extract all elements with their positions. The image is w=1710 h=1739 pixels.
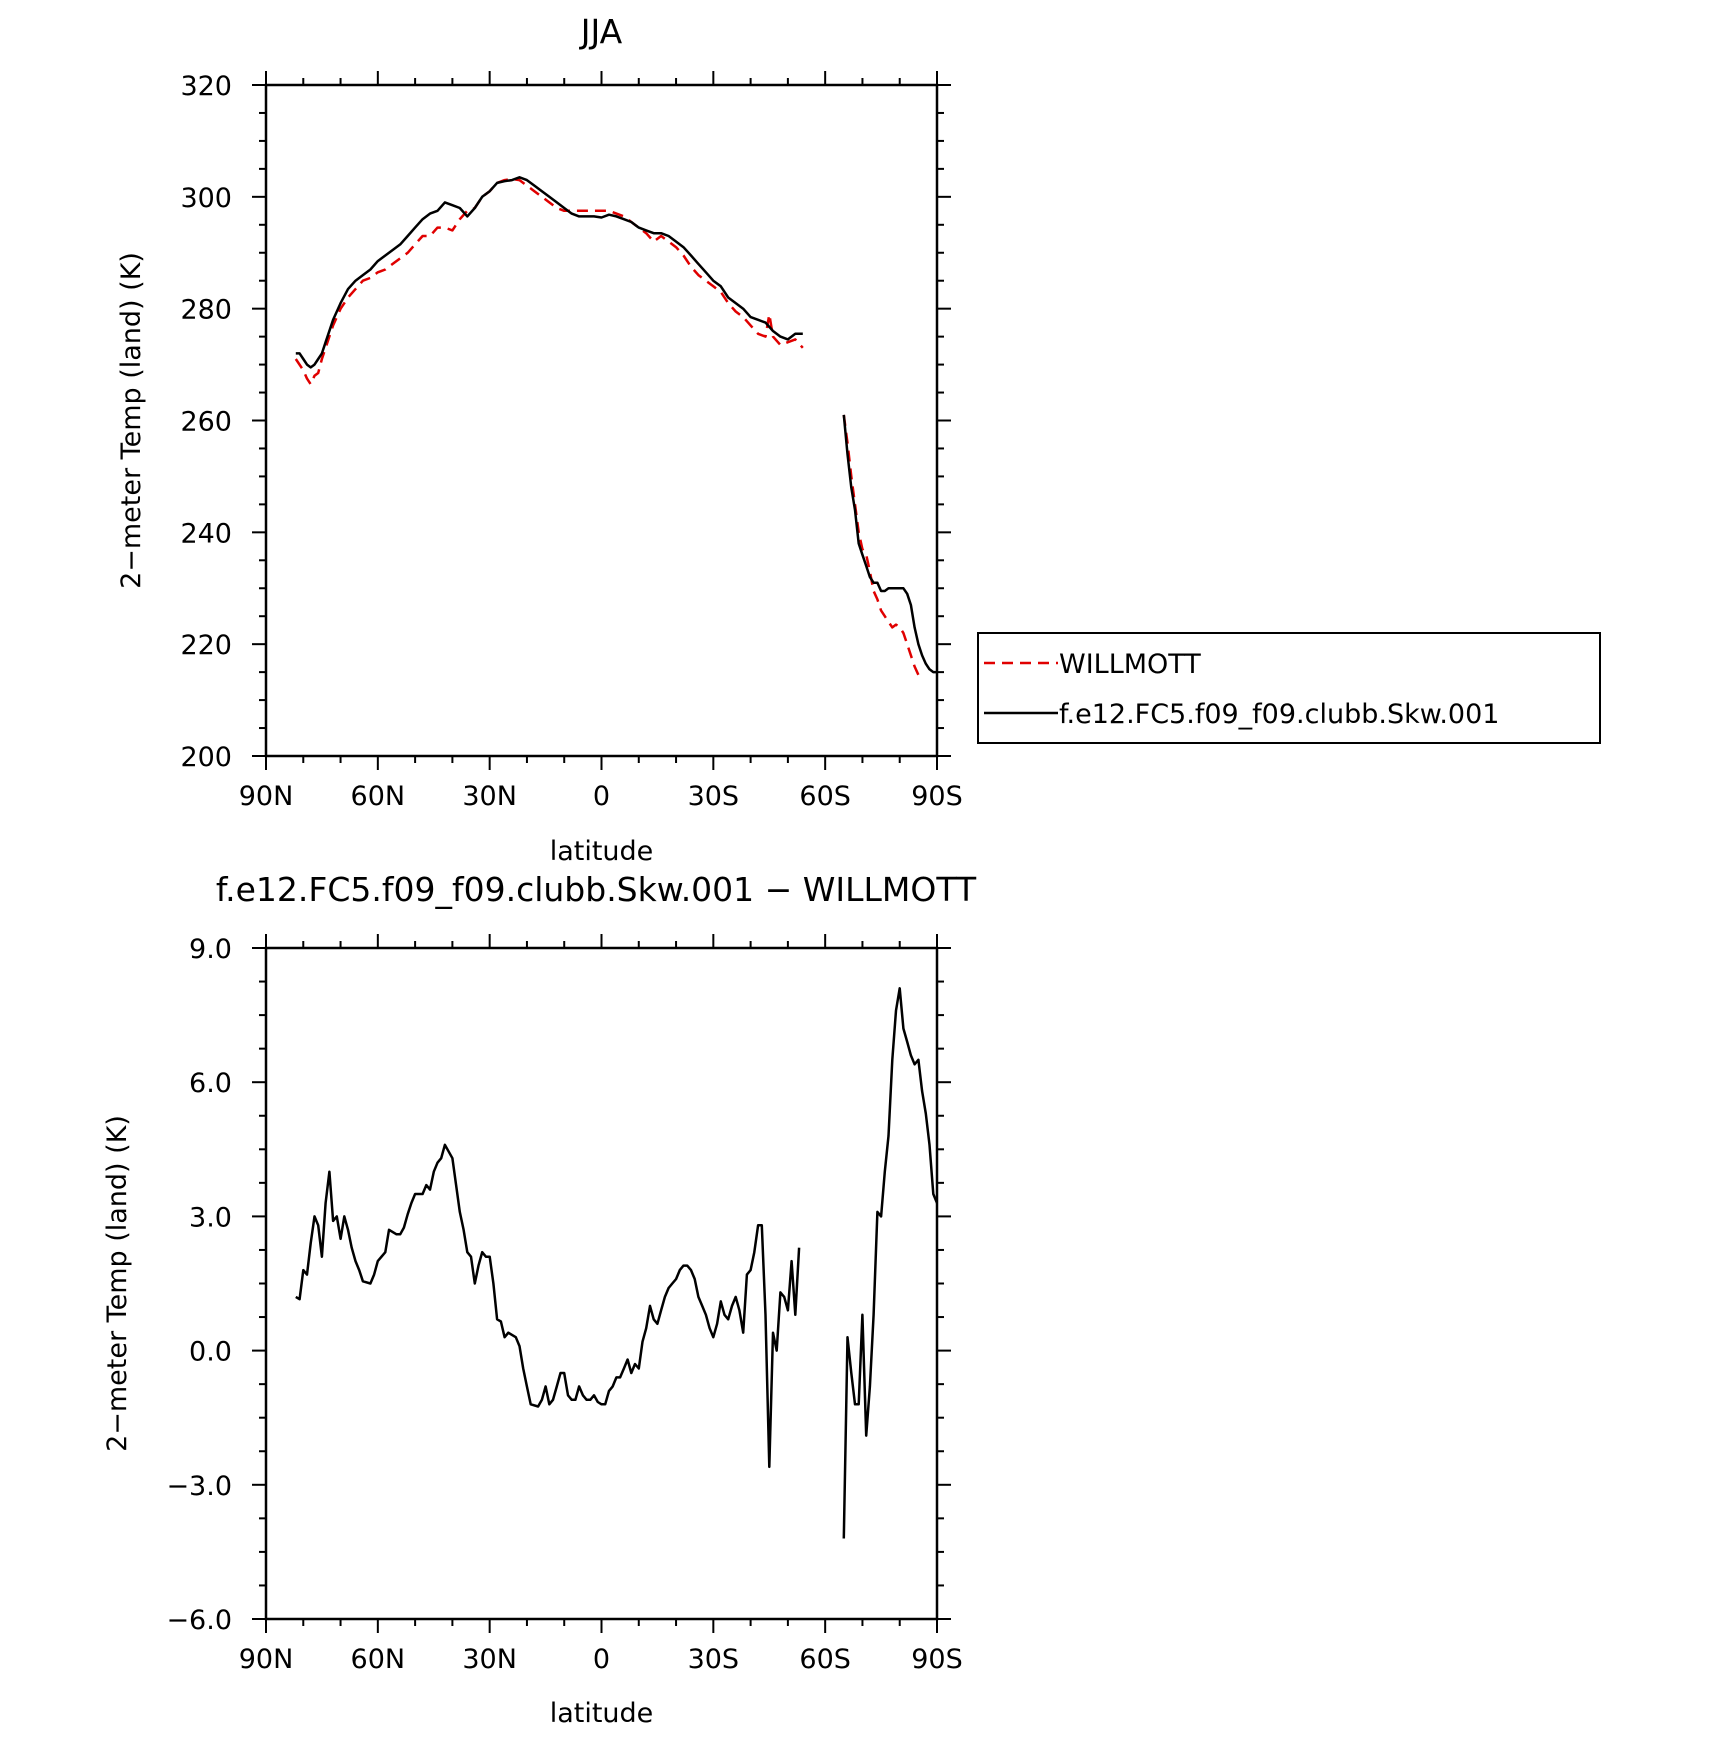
y-tick-label: 320 xyxy=(180,71,232,102)
x-tick-label: 30N xyxy=(462,781,517,812)
y-tick-label: 9.0 xyxy=(189,934,232,965)
series-1 xyxy=(295,987,937,1539)
x-tick-label: 0 xyxy=(593,1644,610,1675)
x-tick-label: 90N xyxy=(239,1644,294,1675)
y-tick-label: 3.0 xyxy=(189,1202,232,1233)
x-tick-label: 60N xyxy=(351,1644,406,1675)
x-tick-label: 90S xyxy=(911,1644,963,1675)
legend-label: f.e12.FC5.f09_f09.clubb.Skw.001 xyxy=(1059,699,1499,730)
y-tick-label: 0.0 xyxy=(189,1337,232,1368)
plot-panel-1: 90N 60N 30N 0 30S 60S 90S 200 220 240 260 280 300 320… xyxy=(116,12,1601,867)
series-line xyxy=(295,1143,801,1469)
y-tick-label: 240 xyxy=(180,518,232,549)
x-ticks: 90N 60N 30N 0 30S 60S 90S xyxy=(239,71,963,812)
series-line xyxy=(294,177,804,386)
y-tick-label: −3.0 xyxy=(166,1471,232,1502)
plot-title: f.e12.FC5.f09_f09.clubb.Skw.001 − WILLMO… xyxy=(216,870,977,909)
y-ticks: 200 220 240 260 280 300 320 xyxy=(180,71,951,773)
x-axis-label: latitude xyxy=(550,1698,654,1729)
y-tick-label: 300 xyxy=(180,183,232,214)
x-tick-label: 30S xyxy=(688,1644,740,1675)
x-tick-label: 30N xyxy=(462,1644,517,1675)
y-ticks: −6.0 −3.0 0.0 3.0 6.0 9.0 xyxy=(166,934,951,1636)
y-tick-label: 280 xyxy=(180,295,232,326)
x-ticks: 90N 60N 30N 0 30S 60S 90S xyxy=(239,934,963,1675)
legend-label: WILLMOTT xyxy=(1059,649,1201,680)
x-tick-label: 60S xyxy=(799,781,851,812)
y-tick-label: 6.0 xyxy=(189,1068,232,1099)
x-tick-label: 60S xyxy=(799,1644,851,1675)
y-tick-label: −6.0 xyxy=(166,1605,232,1636)
y-axis-label: 2−meter Temp (land) (K) xyxy=(102,1115,133,1452)
series-line xyxy=(842,414,923,679)
x-tick-label: 30S xyxy=(688,781,740,812)
x-tick-label: 90N xyxy=(239,781,294,812)
legend-box xyxy=(977,632,1601,744)
x-tick-label: 90S xyxy=(911,781,963,812)
x-tick-label: 0 xyxy=(593,781,610,812)
series-2 xyxy=(295,176,937,674)
x-axis-label: latitude xyxy=(550,836,654,867)
plot-panel-2: 90N 60N 30N 0 30S 60S 90S −6.0 −3.0 0.0 3.0 6.0 9.0 l… xyxy=(102,870,977,1729)
y-tick-label: 260 xyxy=(180,407,232,438)
x-tick-label: 60N xyxy=(351,781,406,812)
series-line xyxy=(295,176,803,369)
y-tick-label: 220 xyxy=(180,630,232,661)
y-axis-label: 2−meter Temp (land) (K) xyxy=(116,252,147,589)
plot-title: JJA xyxy=(579,12,623,51)
series-line xyxy=(842,414,937,674)
legend: WILLMOTT f.e12.FC5.f09_f09.clubb.Skw.001 xyxy=(977,632,1601,744)
series-line xyxy=(842,987,937,1539)
y-tick-label: 200 xyxy=(180,742,232,773)
series-1 xyxy=(294,177,923,679)
